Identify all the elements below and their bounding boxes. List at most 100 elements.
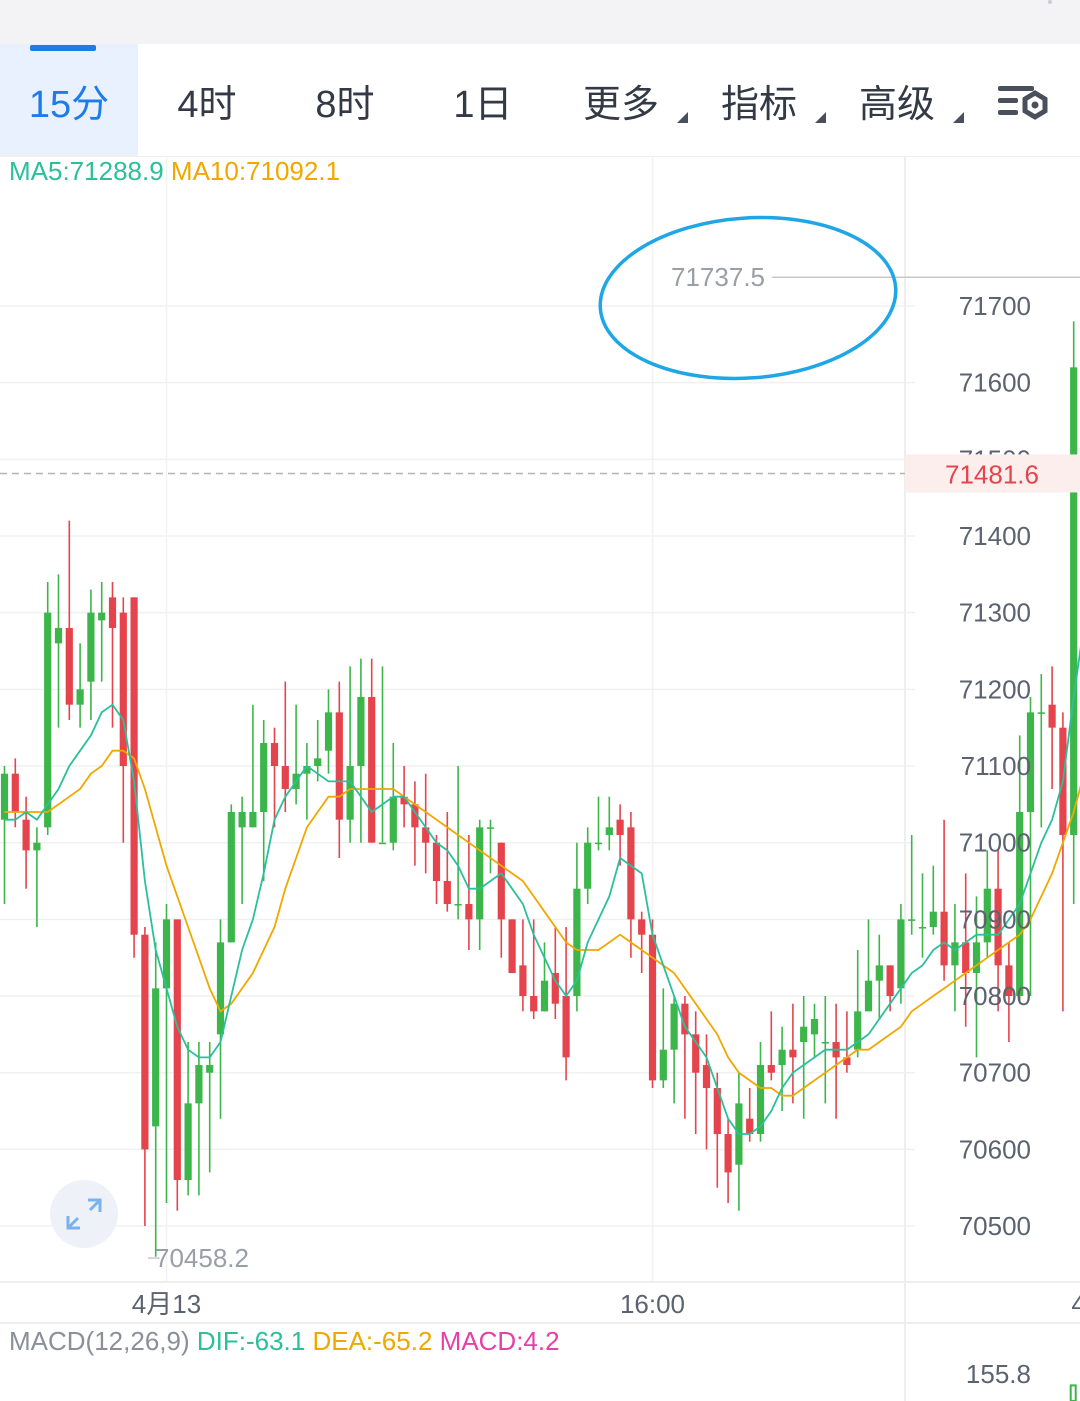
tab-interval-4h[interactable]: 4时 — [138, 44, 276, 156]
tab-interval-1d[interactable]: 1日 — [414, 44, 552, 156]
candle-body — [724, 1134, 732, 1173]
candle-body — [692, 1034, 700, 1073]
tab-indicators[interactable]: 指标 — [690, 44, 828, 156]
candle-body — [162, 919, 171, 989]
tab-label: 4时 — [177, 83, 237, 126]
y-tick-label: 71700 — [959, 291, 1031, 321]
macd-axis-value: 155.8 — [966, 1359, 1031, 1389]
candle-body — [368, 697, 376, 843]
candle-body — [670, 1003, 678, 1050]
candle-body — [227, 812, 235, 943]
candle — [972, 896, 981, 1058]
candle-body — [918, 927, 927, 929]
candle — [573, 842, 581, 1012]
interval-tab-bar: 15分 4时 8时 1日 更多 指标 高级 — [0, 44, 1080, 157]
candle-body — [497, 842, 505, 920]
candle — [65, 520, 73, 721]
candle — [735, 1072, 743, 1211]
candle-body — [54, 628, 63, 644]
chart-settings-button[interactable] — [990, 74, 1050, 128]
candle-body — [972, 942, 981, 974]
tab-interval-8h[interactable]: 8时 — [276, 44, 414, 156]
candle — [1026, 697, 1035, 997]
candle — [1005, 942, 1013, 1043]
expand-arrows-icon — [66, 1198, 102, 1230]
tab-label: 1日 — [453, 83, 513, 126]
candle-body — [864, 980, 873, 1012]
candle — [724, 1118, 732, 1204]
candle — [854, 950, 862, 1058]
ma-layer — [4, 646, 1080, 1135]
macd-dif: DIF:-63.1 — [196, 1326, 306, 1356]
y-tick-label: 70700 — [959, 1058, 1031, 1088]
candle — [335, 681, 343, 859]
candle — [648, 919, 657, 1089]
candle-body — [810, 1019, 819, 1035]
tab-advanced[interactable]: 高级 — [828, 44, 966, 156]
candle-body — [303, 766, 311, 774]
candle-body — [87, 612, 95, 682]
y-tick-label: 70800 — [959, 981, 1031, 1011]
y-tick-label: 71200 — [959, 674, 1031, 704]
dropdown-corner-icon — [677, 112, 688, 123]
candle — [864, 919, 873, 1012]
y-tick-label: 71000 — [959, 828, 1031, 858]
candle — [281, 681, 289, 813]
candle-body — [638, 919, 646, 935]
candle-body — [659, 1049, 667, 1081]
tab-label: 更多 — [582, 83, 659, 126]
candle — [44, 582, 52, 836]
candle-body — [141, 934, 149, 1150]
candle — [195, 1042, 203, 1196]
candle-body — [713, 1088, 721, 1135]
candle — [162, 904, 171, 1204]
candle-body — [821, 1042, 829, 1044]
candle — [940, 819, 948, 981]
candle — [206, 1042, 214, 1173]
candle — [540, 942, 549, 1012]
candle-body — [940, 911, 948, 966]
x-tick-label: 4月13 — [132, 1289, 201, 1319]
candle — [746, 1088, 754, 1142]
y-tick-label: 71600 — [959, 368, 1031, 398]
candle-body — [0, 773, 9, 820]
candle — [184, 1042, 192, 1196]
candle-body — [281, 766, 289, 790]
ma10-value: MA10:71092.1 — [170, 156, 341, 186]
candle-body — [573, 888, 581, 997]
candle-layer — [0, 321, 1078, 1257]
candle-body — [789, 1049, 797, 1058]
y-tick-label: 71100 — [961, 751, 1031, 781]
candle-body — [454, 904, 462, 906]
candle — [368, 658, 376, 843]
candle-body — [519, 965, 527, 997]
candle — [702, 1034, 711, 1150]
candle — [422, 773, 430, 874]
candle — [659, 988, 667, 1089]
tab-interval-15m[interactable]: 15分 — [0, 44, 138, 156]
candle-body — [962, 942, 970, 974]
candle-body — [616, 819, 624, 836]
candle-body — [648, 934, 657, 1081]
candle-body — [44, 612, 52, 828]
candle — [519, 919, 527, 1012]
chart-settings-icon — [998, 86, 1048, 120]
tab-more[interactable]: 更多 — [552, 44, 690, 156]
candle-body — [908, 919, 916, 921]
candle — [800, 996, 808, 1119]
candle — [378, 666, 387, 845]
candle-body — [346, 766, 354, 820]
candle — [1037, 674, 1045, 828]
candle-body — [1005, 965, 1013, 997]
candle-body — [605, 827, 613, 836]
candle-body — [324, 712, 333, 751]
macd-dea: DEA:-65.2 — [312, 1326, 433, 1356]
candle — [584, 827, 592, 905]
fullscreen-button[interactable] — [50, 1180, 118, 1248]
candle-body — [216, 942, 225, 1035]
macd-value: MACD:4.2 — [439, 1326, 560, 1356]
candle — [357, 658, 365, 843]
label-layer: 7170071600715007140071300712007110071000… — [0, 215, 1080, 1401]
candle — [929, 865, 937, 935]
